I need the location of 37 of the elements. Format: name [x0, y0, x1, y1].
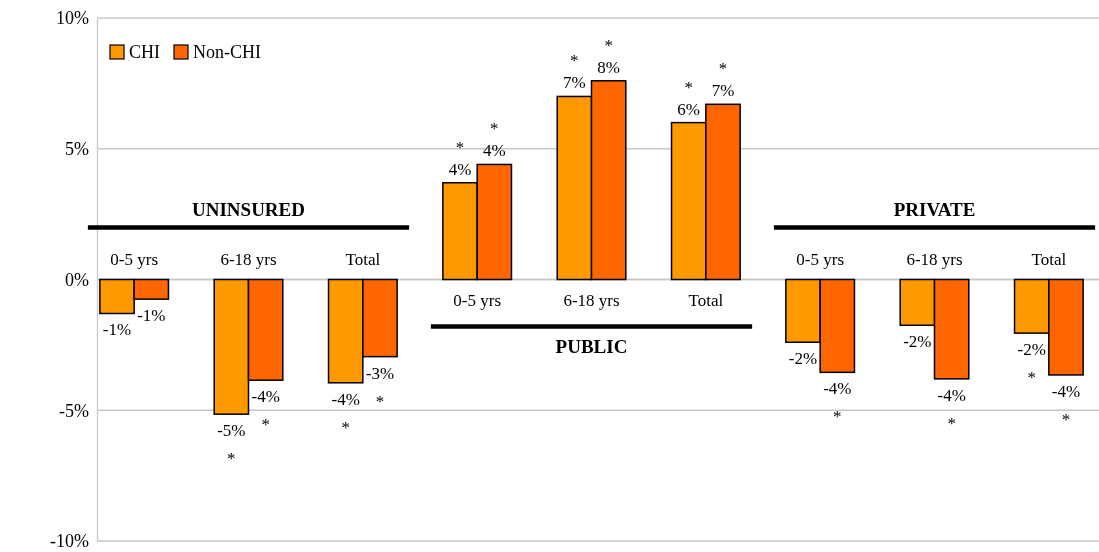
- x-tick-label: Total: [1031, 249, 1067, 269]
- data-label: * 6%: [677, 77, 701, 119]
- data-label: * 4%: [448, 137, 472, 179]
- data-label: * 8%: [597, 35, 620, 77]
- annotation: UNINSURED: [192, 198, 305, 220]
- data-label: -2% *: [1017, 340, 1046, 388]
- data-label: -1%: [102, 320, 132, 340]
- data-label: -4% *: [937, 385, 966, 433]
- data-label: * 7%: [563, 51, 586, 93]
- x-tick-label: 6-18 yrs: [220, 249, 277, 269]
- x-tick-label: 0-5 yrs: [796, 249, 845, 269]
- data-label: -4% *: [1051, 381, 1081, 429]
- data-label: * 7%: [711, 59, 735, 101]
- y-tick-label: -5%: [59, 400, 89, 421]
- data-label: -4% *: [823, 379, 852, 427]
- x-tick-label: 0-5 yrs: [110, 249, 159, 269]
- y-tick-label: 5%: [65, 139, 89, 160]
- data-label: -2%: [788, 349, 818, 369]
- y-tick-label: 10%: [56, 8, 89, 29]
- data-label: -5% *: [217, 421, 246, 469]
- y-tick-label: -10%: [50, 531, 89, 552]
- data-label: -1%: [137, 306, 166, 326]
- x-tick-label: Total: [688, 290, 724, 310]
- data-label: * 4%: [482, 119, 506, 161]
- data-label: -4% *: [331, 389, 360, 437]
- annotation: PRIVATE: [893, 198, 976, 220]
- x-tick-label: 0-5 yrs: [453, 290, 502, 310]
- x-tick-label: 6-18 yrs: [906, 249, 963, 269]
- y-tick-label: 0%: [65, 269, 89, 290]
- data-label: -2%: [903, 332, 932, 352]
- legend-label: Non-CHI: [193, 42, 261, 62]
- annotation: PUBLIC: [555, 335, 628, 357]
- x-tick-label: 6-18 yrs: [563, 290, 620, 310]
- data-label: -4% *: [251, 387, 280, 435]
- x-tick-label: Total: [345, 249, 381, 269]
- legend-label: CHI: [129, 42, 160, 62]
- data-label: -3% *: [365, 363, 395, 411]
